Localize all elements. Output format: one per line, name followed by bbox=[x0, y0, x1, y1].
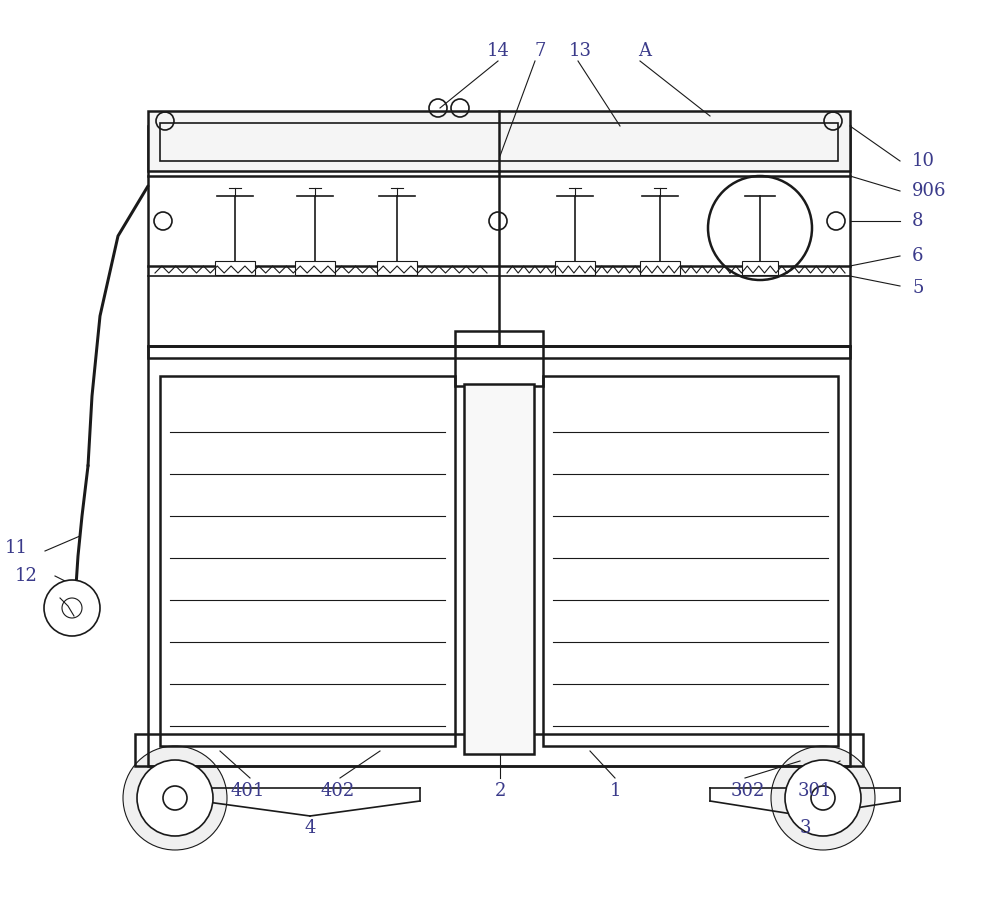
Text: 8: 8 bbox=[912, 212, 924, 230]
Bar bbox=[148, 126, 850, 346]
Bar bbox=[455, 331, 543, 386]
Text: 6: 6 bbox=[912, 247, 924, 265]
Circle shape bbox=[137, 760, 213, 836]
Bar bbox=[464, 384, 534, 754]
Text: 10: 10 bbox=[912, 152, 935, 170]
Bar bbox=[555, 261, 595, 275]
Text: A: A bbox=[639, 42, 652, 60]
Text: 7: 7 bbox=[534, 42, 546, 60]
Text: 2: 2 bbox=[494, 782, 506, 800]
Bar bbox=[148, 346, 850, 358]
Bar bbox=[160, 376, 455, 746]
Bar bbox=[215, 261, 255, 275]
Text: 3: 3 bbox=[799, 819, 811, 837]
Text: 11: 11 bbox=[5, 539, 28, 557]
Text: 906: 906 bbox=[912, 182, 946, 200]
Bar bbox=[160, 123, 838, 161]
Text: 302: 302 bbox=[731, 782, 765, 800]
Bar bbox=[742, 261, 778, 275]
Bar bbox=[135, 734, 863, 766]
Bar bbox=[148, 111, 850, 171]
Text: 301: 301 bbox=[798, 782, 832, 800]
Circle shape bbox=[771, 746, 875, 850]
Text: 14: 14 bbox=[487, 42, 509, 60]
Text: 4: 4 bbox=[304, 819, 316, 837]
Text: 5: 5 bbox=[912, 279, 923, 297]
Bar bbox=[295, 261, 335, 275]
Text: 402: 402 bbox=[321, 782, 355, 800]
Text: 1: 1 bbox=[609, 782, 621, 800]
Text: 13: 13 bbox=[568, 42, 592, 60]
Circle shape bbox=[123, 746, 227, 850]
Text: 12: 12 bbox=[15, 567, 38, 585]
Bar bbox=[377, 261, 417, 275]
Circle shape bbox=[44, 580, 100, 636]
Bar bbox=[148, 346, 850, 766]
Circle shape bbox=[785, 760, 861, 836]
Text: 401: 401 bbox=[231, 782, 265, 800]
Bar bbox=[640, 261, 680, 275]
Bar bbox=[543, 376, 838, 746]
